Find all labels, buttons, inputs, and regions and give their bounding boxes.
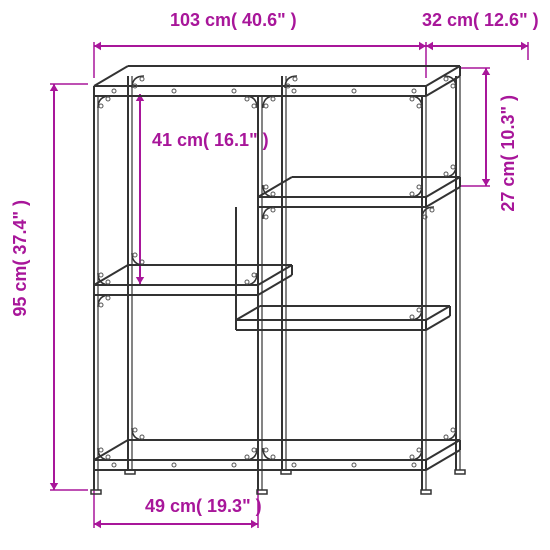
label-right-small: 27 cm( 10.3" ) xyxy=(498,95,519,212)
diagram-canvas: 103 cm( 40.6" ) 32 cm( 12.6" ) 95 cm( 37… xyxy=(0,0,550,550)
diagram-svg xyxy=(0,0,550,550)
label-bottom-half: 49 cm( 19.3" ) xyxy=(145,496,262,517)
label-width-top: 103 cm( 40.6" ) xyxy=(170,10,297,31)
label-inner-height: 41 cm( 16.1" ) xyxy=(152,130,269,151)
label-height-left: 95 cm( 37.4" ) xyxy=(10,200,31,317)
label-depth-top: 32 cm( 12.6" ) xyxy=(422,10,539,31)
